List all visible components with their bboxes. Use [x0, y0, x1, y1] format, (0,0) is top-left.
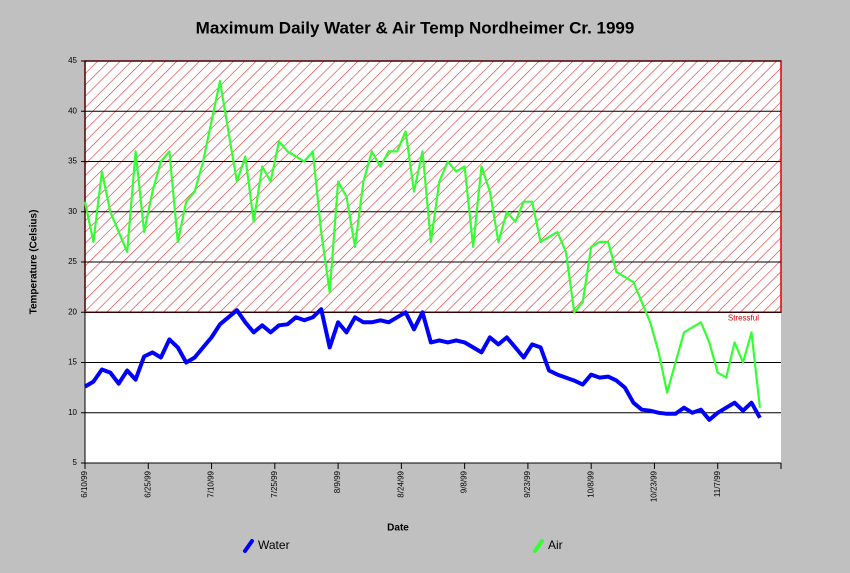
series-line	[83, 80, 761, 408]
x-tick-label: 9/8/99	[460, 470, 469, 493]
y-tick-label: 40	[68, 106, 77, 115]
x-tick-label: 10/8/99	[586, 470, 595, 497]
x-tick-label: 6/25/99	[143, 470, 152, 497]
y-tick-label: 10	[68, 408, 77, 417]
y-tick-label: 45	[68, 56, 77, 65]
stressful-band	[84, 60, 782, 313]
y-tick-label: 30	[68, 207, 77, 216]
x-tick-label: 8/9/99	[333, 470, 342, 493]
y-axis-label: Temperature (Celsius)	[29, 210, 40, 315]
x-tick-label: 10/23/99	[650, 470, 659, 502]
legend-label: Water	[258, 538, 290, 552]
x-tick-label: 11/7/99	[713, 470, 722, 497]
x-tick-label: 6/10/99	[80, 470, 89, 497]
x-tick-label: 7/10/99	[207, 470, 216, 497]
y-tick-label: 25	[68, 257, 77, 266]
band-label: Stressful	[728, 313, 759, 322]
x-tick-label: 7/25/99	[270, 470, 279, 497]
x-tick-label: 8/24/99	[396, 470, 405, 497]
legend-label: Air	[548, 538, 563, 552]
series-line	[83, 307, 762, 422]
x-axis-label: Date	[387, 523, 409, 534]
chart-title: Maximum Daily Water & Air Temp Nordheime…	[196, 18, 635, 37]
x-tick-label: 9/23/99	[523, 470, 532, 497]
legend-swatch	[533, 539, 544, 553]
y-tick-label: 35	[68, 157, 77, 166]
legend-swatch	[243, 539, 254, 553]
y-tick-label: 5	[73, 458, 78, 467]
y-tick-label: 15	[68, 358, 77, 367]
y-tick-label: 20	[68, 307, 77, 316]
